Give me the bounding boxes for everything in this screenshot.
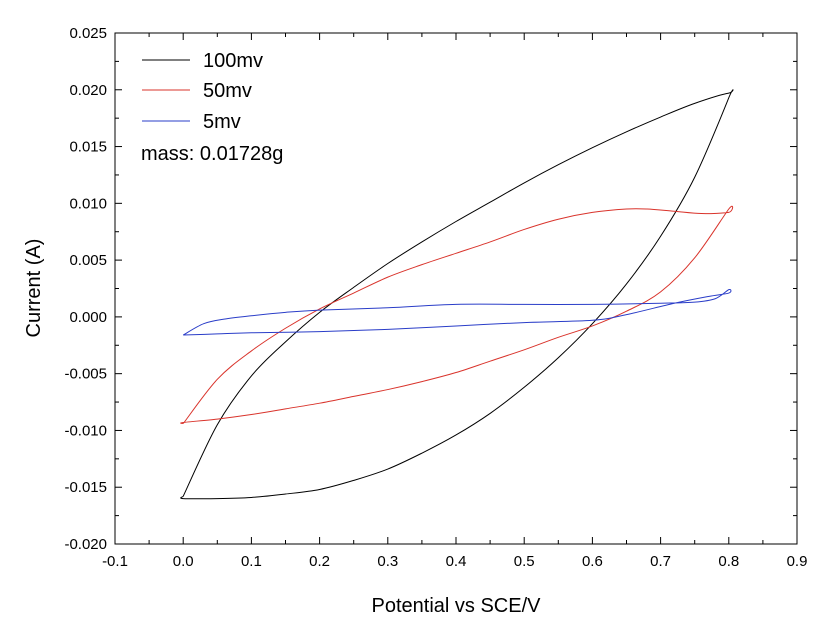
series-line-50mv — [180, 205, 734, 425]
plot-frame — [114, 32, 798, 545]
axis-tick-labels: -0.1 0.0 0.1 0.2 0.3 0.4 0.5 0.6 0.7 0.8 0.9 -0.020… — [64, 25, 807, 570]
legend-label-100mv: 100mv — [203, 50, 263, 72]
y-tick-label: -0.015 — [64, 479, 107, 496]
x-axis-label: Potential vs SCE/V — [372, 595, 542, 617]
x-tick-label: 0.9 — [787, 553, 808, 570]
x-tick-label: 0.6 — [582, 553, 603, 570]
x-tick-label: 0.2 — [309, 553, 330, 570]
y-tick-label: -0.020 — [64, 536, 107, 553]
axis-ticks — [114, 32, 798, 545]
y-tick-label: 0.015 — [69, 139, 107, 156]
y-tick-label: 0.000 — [69, 309, 107, 326]
y-tick-label: 0.025 — [69, 25, 107, 42]
x-tick-label: 0.0 — [173, 553, 194, 570]
x-tick-label: 0.8 — [718, 553, 739, 570]
x-tick-label: -0.1 — [102, 553, 128, 570]
y-tick-label: 0.010 — [69, 195, 107, 212]
legend-label-5mv: 5mv — [203, 111, 241, 133]
y-tick-label: 0.005 — [69, 252, 107, 269]
series-layer — [180, 89, 734, 500]
x-tick-label: 0.4 — [446, 553, 467, 570]
legend: 100mv 50mv 5mv mass: 0.01728g — [141, 50, 283, 165]
y-axis-label: Current (A) — [23, 239, 45, 338]
legend-label-50mv: 50mv — [203, 80, 252, 102]
mass-annotation: mass: 0.01728g — [141, 143, 283, 165]
x-tick-label: 0.3 — [377, 553, 398, 570]
series-line-5mv — [182, 288, 732, 336]
y-tick-label: -0.010 — [64, 422, 107, 439]
x-tick-label: 0.5 — [514, 553, 535, 570]
x-tick-label: 0.1 — [241, 553, 262, 570]
x-tick-label: 0.7 — [650, 553, 671, 570]
y-tick-label: -0.005 — [64, 366, 107, 383]
series-line-100mv — [180, 89, 734, 500]
y-tick-label: 0.020 — [69, 82, 107, 99]
